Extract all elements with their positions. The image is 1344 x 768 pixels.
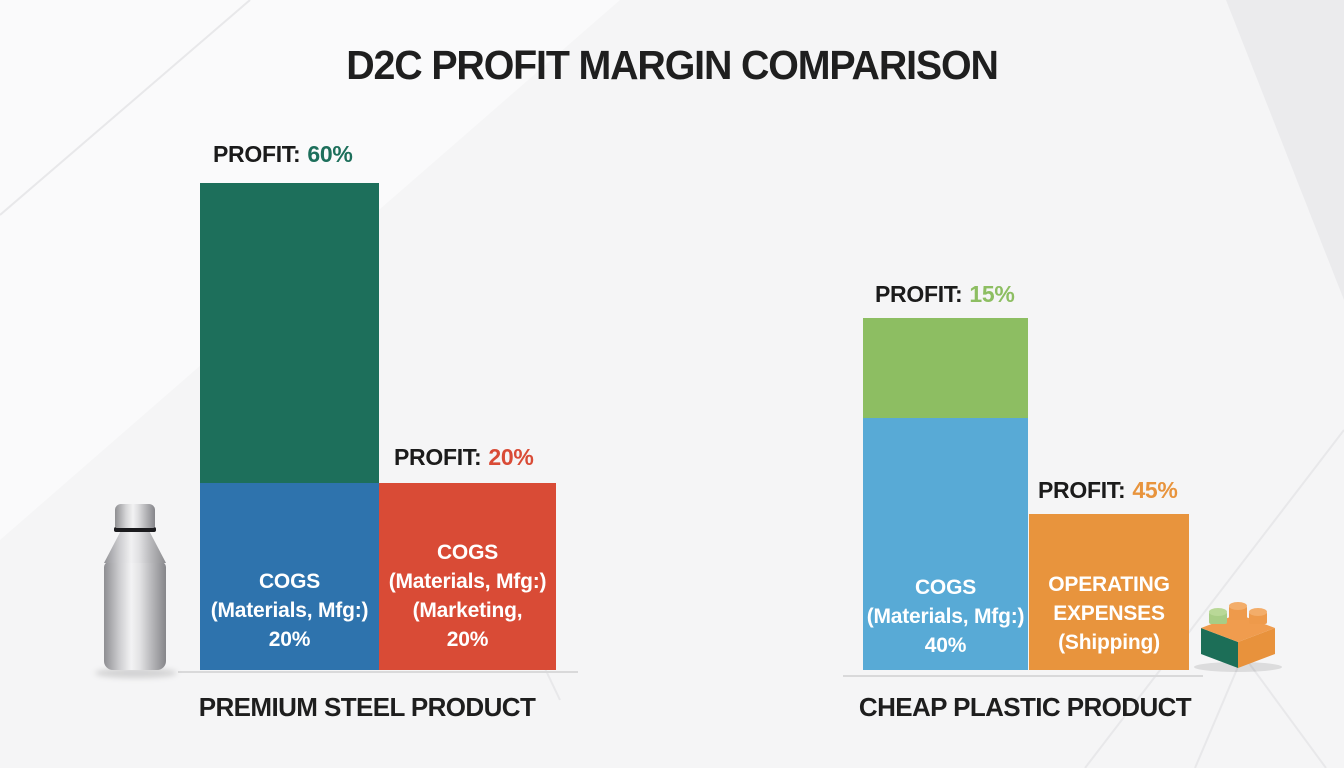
plastic-brick-image [1194,602,1282,672]
page-title: D2C PROFIT MARGIN COMPARISON [346,42,999,88]
cheap-opex-label: OPERATING EXPENSES (Shipping) [1048,573,1170,654]
right-chart-baseline [843,675,1203,677]
cheap-opex-profit-annotation: PROFIT: 45% [1038,477,1178,504]
cheap-bar-cogs-segment: COGS (Materials, Mfg:) 40% [863,418,1028,670]
premium-profit-annotation: PROFIT: 60% [213,141,353,168]
bottle-cap [115,504,155,528]
cheap-bar-profit-segment [863,318,1028,418]
cheap-cogs-label: COGS (Materials, Mfg:) 40% [866,576,1025,657]
bottle-shadow [95,668,177,678]
profit-value: 20% [488,444,534,470]
profit-prefix: PROFIT: [875,281,963,307]
premium-marketing-label: COGS (Materials, Mfg:) (Marketing, 20% [388,541,547,651]
left-chart-baseline [178,671,578,673]
profit-prefix: PROFIT: [1038,477,1126,503]
profit-value: 45% [1132,477,1178,503]
cheap-bar-opex-segment: OPERATING EXPENSES (Shipping) [1029,514,1189,670]
cheap-profit-annotation: PROFIT: 15% [875,281,1015,308]
bottle-body [104,562,166,670]
profit-value: 60% [307,141,353,167]
premium-bar-profit-segment [200,183,379,483]
right-chart-caption: CHEAP PLASTIC PRODUCT [858,692,1192,722]
premium-costs-profit-annotation: PROFIT: 20% [394,444,534,471]
left-chart-caption: PREMIUM STEEL PRODUCT [198,692,536,722]
premium-cogs-label: COGS (Materials, Mfg:) 20% [210,570,369,651]
bottle-shoulder [104,531,166,563]
bottle-ring [114,527,156,532]
premium-bar-cogs-segment: COGS (Materials, Mfg:) 20% [200,483,379,670]
premium-bar-marketing-segment: COGS (Materials, Mfg:) (Marketing, 20% [379,483,556,670]
profit-value: 15% [969,281,1015,307]
steel-bottle-image [95,504,177,678]
profit-prefix: PROFIT: [213,141,301,167]
profit-prefix: PROFIT: [394,444,482,470]
